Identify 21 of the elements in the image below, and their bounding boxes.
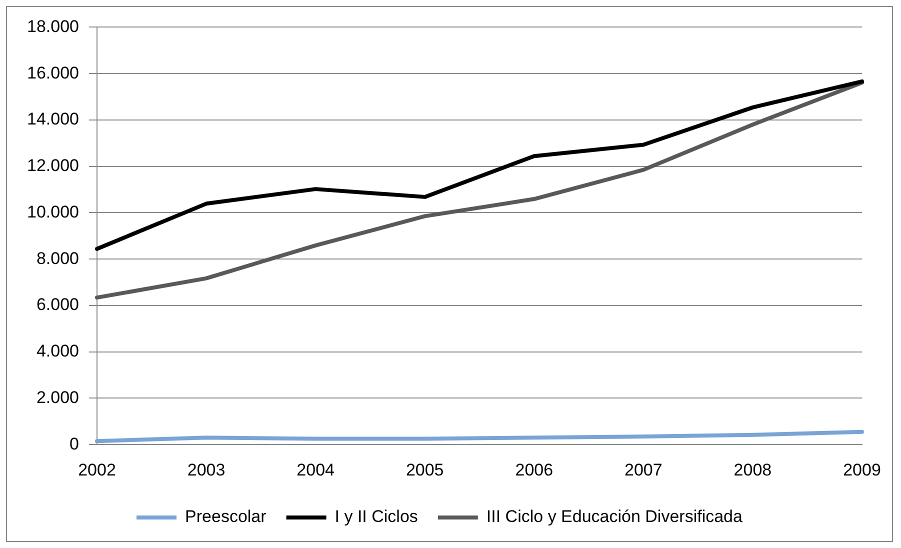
y-tick-label: 6.000 bbox=[36, 295, 79, 314]
y-tick-label: 12.000 bbox=[26, 156, 79, 176]
x-tick-label: 2009 bbox=[843, 460, 881, 480]
x-tick-label: 2007 bbox=[624, 460, 662, 480]
y-tick-label: 2.000 bbox=[36, 388, 79, 407]
y-tick-label: 0 bbox=[70, 434, 79, 454]
y-tick-label: 16.000 bbox=[26, 63, 79, 82]
x-tick-label: 2008 bbox=[734, 460, 772, 480]
legend-label: I y II Ciclos bbox=[334, 507, 418, 526]
y-tick-label: 4.000 bbox=[36, 342, 79, 361]
y-tick-label: 8.000 bbox=[36, 248, 79, 268]
y-tick-label: 14.000 bbox=[26, 110, 79, 129]
x-tick-label: 2003 bbox=[187, 460, 226, 480]
legend-label: Preescolar bbox=[185, 507, 267, 526]
y-tick-label: 18.000 bbox=[26, 16, 79, 36]
y-tick-label: 10.000 bbox=[26, 202, 79, 222]
x-tick-label: 2006 bbox=[515, 460, 554, 480]
legend-label: III Ciclo y Educación Diversificada bbox=[486, 507, 744, 526]
x-tick-label: 2004 bbox=[296, 460, 334, 480]
x-tick-label: 2005 bbox=[406, 460, 444, 480]
x-tick-label: 2002 bbox=[78, 460, 116, 480]
